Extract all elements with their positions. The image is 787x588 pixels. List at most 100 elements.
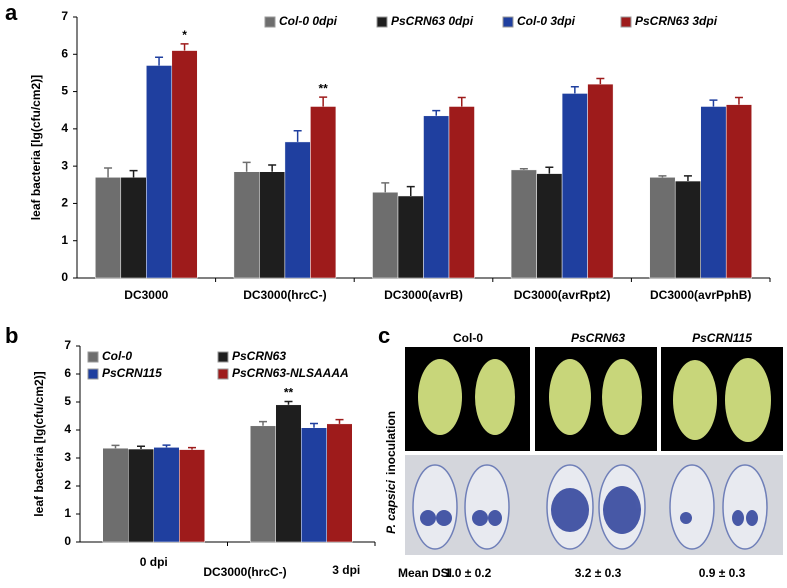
- x-tick-label: DC3000(avrRpt2): [514, 288, 611, 302]
- x-tick-label: DC3000: [124, 288, 168, 302]
- x-tick-label: DC3000(hrcC-): [243, 288, 326, 302]
- y-tick-label: 1: [64, 506, 71, 520]
- y-axis-label: leaf bacteria [lg(cfu/cm2)]: [32, 371, 46, 516]
- error-bar: [129, 169, 138, 178]
- error-bar: [104, 167, 113, 178]
- legend-swatch: [87, 351, 99, 363]
- error-bar: [111, 444, 120, 449]
- bar: [171, 50, 198, 279]
- legend-swatch: [87, 368, 99, 380]
- y-tick-label: 0: [64, 534, 71, 548]
- error-bar: [137, 445, 145, 450]
- bar: [146, 65, 173, 279]
- y-axis-label: leaf bacteria [lg(cfu/cm2)]: [29, 75, 43, 220]
- error-bar: [596, 77, 605, 85]
- legend-label: Col-0: [102, 349, 132, 363]
- bar: [153, 447, 180, 543]
- error-bar: [734, 96, 743, 105]
- legend-label: Col-0 3dpi: [517, 14, 576, 28]
- x-tick-label: DC3000(avrPphB): [650, 288, 751, 302]
- error-bar: [683, 175, 692, 182]
- y-tick-label: 4: [61, 121, 68, 135]
- legend-label: Col-0 0dpi: [279, 14, 338, 28]
- bar: [102, 447, 129, 543]
- bar: [510, 169, 537, 279]
- error-bar: [268, 164, 277, 172]
- x-tick-label: DC3000(avrB): [384, 288, 463, 302]
- legend-swatch: [264, 16, 276, 28]
- bar: [275, 404, 302, 543]
- error-bar: [709, 99, 718, 107]
- y-tick-label: 4: [64, 422, 71, 436]
- y-tick-label: 6: [64, 366, 71, 380]
- error-bar: [335, 418, 344, 424]
- error-bar: [293, 129, 302, 142]
- y-tick-label: 7: [64, 338, 71, 352]
- x-axis-label: DC3000(hrcC-): [203, 565, 286, 579]
- error-bar: [319, 96, 328, 107]
- error-bar: [545, 166, 554, 174]
- dsi-value: 3.2 ± 0.3: [575, 566, 622, 580]
- dsi-value: 0.9 ± 0.3: [699, 566, 746, 580]
- bar: [674, 180, 701, 279]
- legend-swatch: [620, 16, 632, 28]
- error-bar: [310, 422, 318, 428]
- bar: [310, 106, 337, 279]
- panel-label: c: [378, 323, 390, 348]
- legend-label: PsCRN63 0dpi: [391, 14, 474, 28]
- legend-swatch: [376, 16, 388, 28]
- annotation: **: [318, 81, 328, 95]
- legend-label: PsCRN63: [232, 349, 286, 363]
- error-bar: [381, 182, 390, 193]
- x-tick-label: 0 dpi: [140, 555, 168, 569]
- y-tick-label: 1: [61, 233, 68, 247]
- error-bar: [162, 444, 171, 448]
- y-tick-label: 0: [61, 270, 68, 284]
- bar: [284, 141, 311, 279]
- y-tick-label: 2: [64, 478, 71, 492]
- error-bar: [570, 85, 579, 94]
- error-bar: [242, 161, 251, 172]
- legend-label: PsCRN63-NLSAAAA: [232, 366, 349, 380]
- annotation: *: [182, 28, 187, 42]
- error-bar: [259, 420, 267, 426]
- y-tick-label: 3: [61, 158, 68, 172]
- legend-swatch: [217, 368, 229, 380]
- row-label: inoculation: [384, 411, 398, 475]
- y-tick-label: 3: [64, 450, 71, 464]
- bar: [649, 177, 676, 279]
- bar: [561, 93, 588, 279]
- bar: [233, 171, 260, 279]
- bar: [448, 106, 475, 279]
- y-tick-label: 2: [61, 196, 68, 210]
- panel-label: a: [5, 0, 18, 25]
- error-bar: [284, 400, 293, 405]
- bar: [95, 177, 122, 279]
- bar: [128, 448, 154, 543]
- error-bar: [519, 168, 528, 170]
- y-tick-label: 5: [61, 84, 68, 98]
- y-tick-label: 5: [64, 394, 71, 408]
- bar: [587, 83, 614, 279]
- photo-panel: [405, 347, 783, 555]
- y-tick-label: 6: [61, 46, 68, 60]
- row-label: P. capsici: [384, 479, 398, 533]
- legend-swatch: [217, 351, 229, 363]
- panel-label: b: [5, 323, 18, 348]
- column-label: Col-0: [453, 331, 483, 345]
- error-bar: [155, 56, 164, 66]
- bar: [423, 115, 450, 279]
- error-bar: [658, 175, 667, 178]
- bar: [700, 106, 727, 279]
- error-bar: [432, 109, 441, 116]
- bar: [397, 195, 424, 279]
- dsi-label: Mean DSI: [398, 566, 452, 580]
- error-bar: [188, 446, 196, 450]
- legend-label: PsCRN115: [102, 366, 162, 380]
- legend-swatch: [502, 16, 514, 28]
- legend-label: PsCRN63 3dpi: [635, 14, 718, 28]
- bar: [536, 173, 563, 279]
- column-label: PsCRN63: [571, 331, 625, 345]
- annotation: **: [284, 386, 294, 400]
